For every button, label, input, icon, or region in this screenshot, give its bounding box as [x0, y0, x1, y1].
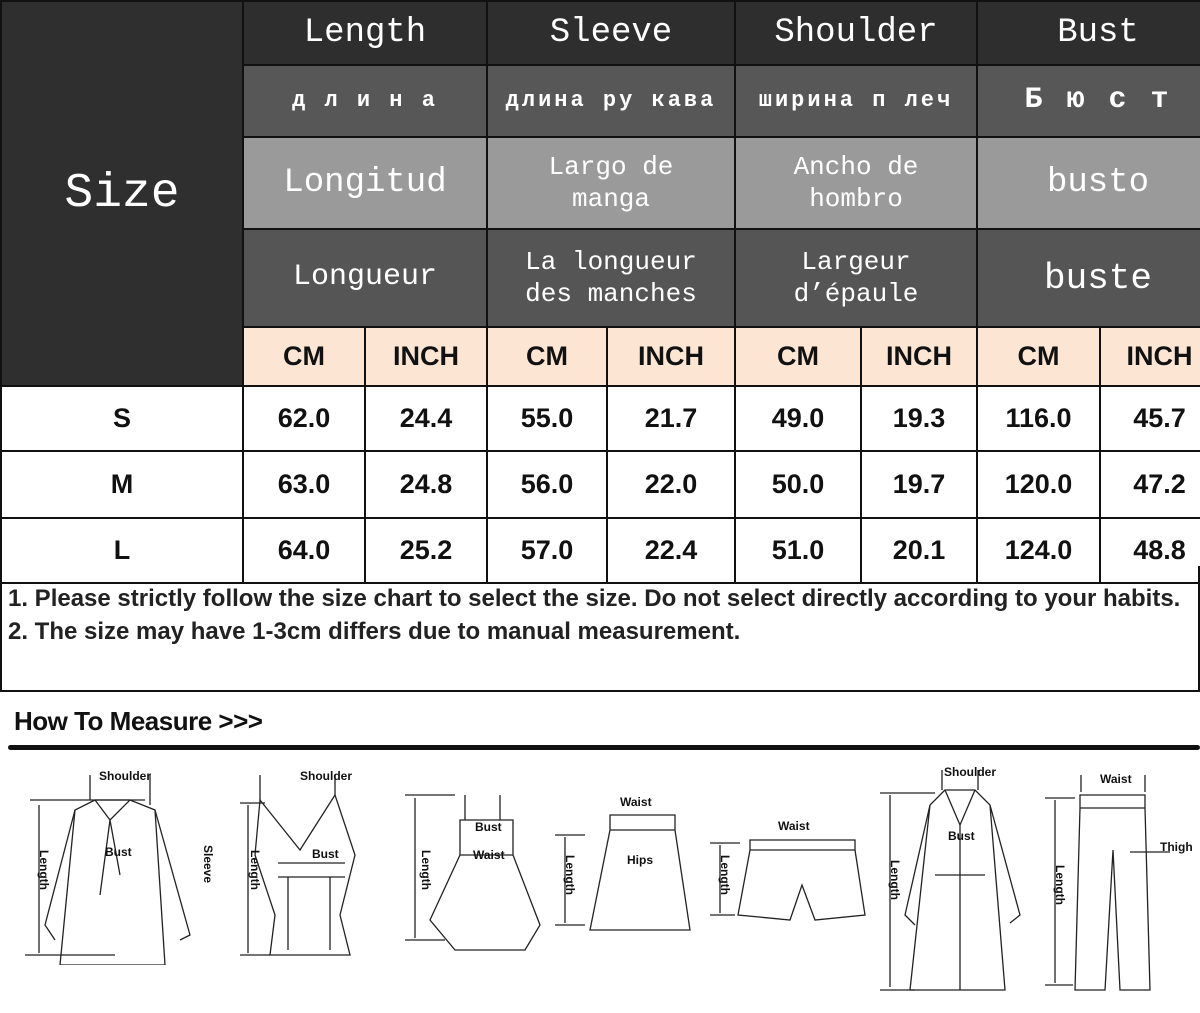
row-size: M — [2, 452, 242, 517]
cell: 116.0 — [978, 387, 1099, 450]
col-shoulder-en: Shoulder — [736, 2, 976, 64]
cell: 120.0 — [978, 452, 1099, 517]
size-chart-table: Size Length Sleeve Shoulder Bust д л и н… — [0, 0, 1200, 584]
notes: 1. Please strictly follow the size chart… — [0, 566, 1200, 692]
bust-label: Bust — [105, 845, 132, 859]
col-length-es: Longitud — [244, 138, 486, 228]
unit-header: INCH — [862, 328, 976, 385]
waist-label: Waist — [778, 819, 810, 833]
cell: 22.0 — [608, 452, 734, 517]
col-length-en: Length — [244, 2, 486, 64]
skirt-diagram: Waist Hips Length — [555, 795, 705, 955]
col-shoulder-fr: Largeur d’épaule — [736, 230, 976, 326]
bust-label: Bust — [475, 820, 502, 834]
col-sleeve-fr: La longueur des manches — [488, 230, 734, 326]
cell: 45.7 — [1101, 387, 1200, 450]
col-length-fr: Longueur — [244, 230, 486, 326]
cell: 20.1 — [862, 519, 976, 582]
col-sleeve-ru: длина ру кава — [488, 66, 734, 136]
hips-label: Hips — [627, 853, 654, 867]
tank-top-diagram: Shoulder Bust Length — [240, 765, 380, 965]
pants-diagram: Waist Thigh Length — [1045, 770, 1200, 1000]
cell: 62.0 — [244, 387, 364, 450]
cell: 25.2 — [366, 519, 486, 582]
unit-header: INCH — [1101, 328, 1200, 385]
col-sleeve-en: Sleeve — [488, 2, 734, 64]
cell: 63.0 — [244, 452, 364, 517]
unit-header: CM — [244, 328, 364, 385]
cell: 21.7 — [608, 387, 734, 450]
length-label: Length — [1053, 865, 1067, 905]
unit-header: INCH — [608, 328, 734, 385]
row-size: L — [2, 519, 242, 582]
note-1: 1. Please strictly follow the size chart… — [8, 585, 1181, 612]
cell: 64.0 — [244, 519, 364, 582]
cell: 49.0 — [736, 387, 860, 450]
shoulder-label: Shoulder — [300, 769, 353, 783]
note-2: 2. The size may have 1-3cm differs due t… — [8, 618, 741, 645]
size-header: Size — [2, 2, 242, 385]
unit-header: CM — [488, 328, 606, 385]
col-length-ru: д л и н а — [244, 66, 486, 136]
col-shoulder-es: Ancho de hombro — [736, 138, 976, 228]
dress-diagram: Bust Waist Length — [405, 790, 545, 960]
cell: 51.0 — [736, 519, 860, 582]
waist-label: Waist — [473, 848, 505, 862]
cell: 19.3 — [862, 387, 976, 450]
col-shoulder-ru: ширина п леч — [736, 66, 976, 136]
unit-header: CM — [978, 328, 1099, 385]
thigh-label: Thigh — [1160, 840, 1193, 854]
length-label: Length — [718, 855, 732, 895]
row-size: S — [2, 387, 242, 450]
cell: 19.7 — [862, 452, 976, 517]
length-label: Length — [888, 860, 902, 900]
cell: 24.4 — [366, 387, 486, 450]
cell: 24.8 — [366, 452, 486, 517]
length-label: Length — [563, 855, 577, 895]
cell: 22.4 — [608, 519, 734, 582]
col-bust-es: busto — [978, 138, 1200, 228]
bust-label: Bust — [948, 829, 975, 843]
waist-label: Waist — [1100, 772, 1132, 786]
sleeve-label: Sleeve — [201, 845, 215, 884]
blouse-diagram: Shoulder Bust Sleeve Length — [15, 765, 225, 965]
shoulder-label: Shoulder — [99, 769, 152, 783]
how-to-measure-title: How To Measure >>> — [14, 706, 263, 736]
cell: 47.2 — [1101, 452, 1200, 517]
cell: 48.8 — [1101, 519, 1200, 582]
col-bust-fr: buste — [978, 230, 1200, 326]
length-label: Length — [419, 850, 433, 890]
cell: 57.0 — [488, 519, 606, 582]
cell: 56.0 — [488, 452, 606, 517]
shoulder-label: Shoulder — [944, 765, 997, 779]
shorts-diagram: Waist Length — [710, 815, 870, 925]
cell: 50.0 — [736, 452, 860, 517]
waist-label: Waist — [620, 795, 652, 809]
length-label: Length — [37, 850, 51, 890]
col-sleeve-es: Largo de manga — [488, 138, 734, 228]
bust-label: Bust — [312, 847, 339, 861]
length-label: Length — [248, 850, 262, 890]
cell: 55.0 — [488, 387, 606, 450]
cell: 124.0 — [978, 519, 1099, 582]
coat-diagram: Shoulder Bust Length — [880, 765, 1030, 1000]
col-bust-ru: Б ю с т — [978, 66, 1200, 136]
col-bust-en: Bust — [978, 2, 1200, 64]
unit-header: CM — [736, 328, 860, 385]
unit-header: INCH — [366, 328, 486, 385]
divider — [8, 745, 1200, 750]
